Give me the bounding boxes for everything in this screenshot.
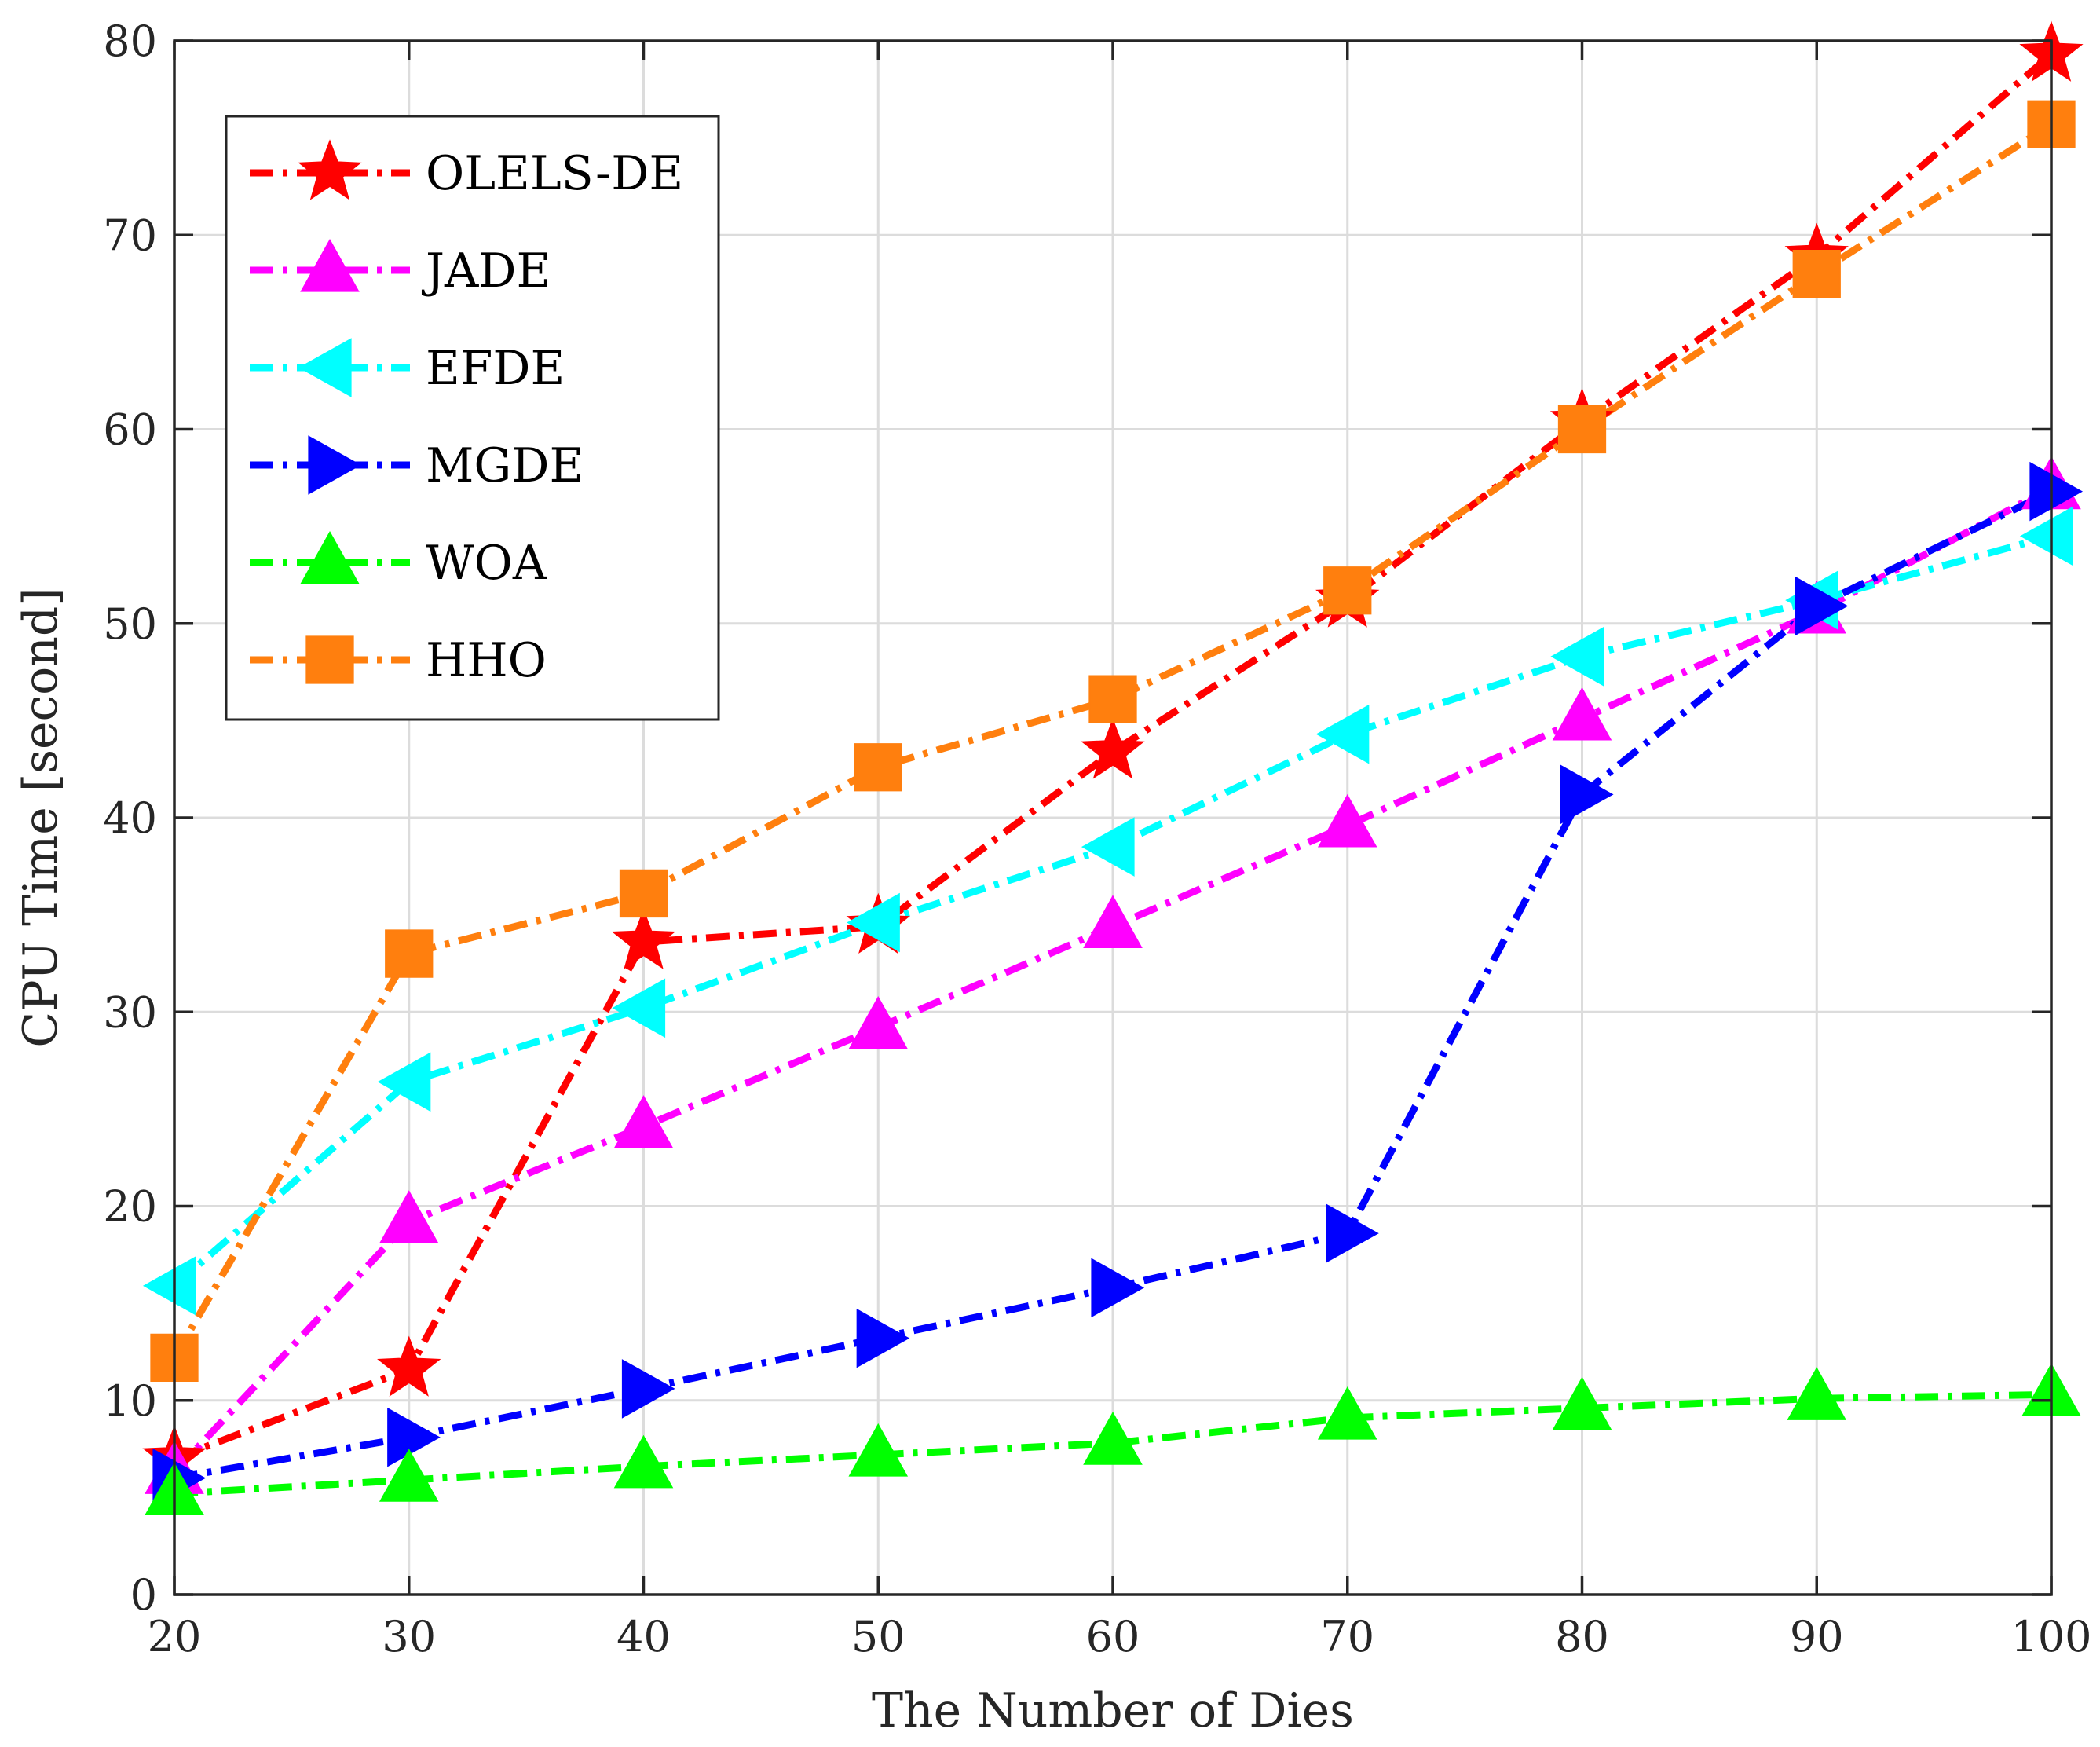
data-point-efde [1315,704,1370,764]
data-point-woa [379,1449,439,1502]
series-line-hho [171,121,2054,1360]
data-point-hho [1088,675,1137,723]
data-point-hho [1323,566,1372,615]
data-point-mgde [621,1359,675,1419]
legend-box [225,115,720,721]
data-point-hho [854,743,902,792]
legend-marker-efde [298,338,352,397]
y-tick-label: 30 [103,987,157,1037]
data-point-efde [377,1052,431,1112]
series-line-woa [174,1390,2052,1497]
x-tick-label: 40 [616,1612,671,1661]
data-point-jade [848,995,909,1049]
legend-label-mgde: MGDE [426,438,584,493]
y-tick-label: 70 [103,211,157,260]
data-point-olels-de [611,908,676,969]
x-tick-label: 50 [851,1612,905,1661]
data-point-efde [2019,506,2073,566]
data-point-hho [1792,250,1841,298]
data-point-efde [847,892,900,953]
y-tick-label: 10 [103,1376,157,1426]
data-point-woa [613,1434,674,1489]
data-point-hho [619,869,668,918]
legend-marker-olels-de [298,139,362,200]
y-tick-label: 60 [103,405,157,455]
legend-marker-jade [300,238,360,292]
data-point-jade [1552,687,1612,741]
legend-label-hho: HHO [426,633,547,688]
x-tick-label: 80 [1555,1612,1609,1661]
data-point-mgde [1560,764,1614,825]
x-tick-label: 30 [382,1612,436,1661]
x-tick-label: 100 [2010,1612,2091,1661]
x-tick-label: 90 [1790,1612,1844,1661]
ticks [173,39,2053,1596]
data-point-jade [1083,895,1143,949]
data-point-efde [612,978,666,1038]
data-point-mgde [1326,1203,1379,1263]
data-point-olels-de [377,1335,441,1397]
legend-label-jade: JADE [421,244,551,298]
tick-labels: 20 30 40 50 60 70 80 90 100 0 10 20 30 40 50 60 70 80 [103,16,2091,1661]
legend-label-efde: EFDE [426,341,565,396]
y-tick-label: 40 [103,793,157,843]
y-axis-title: CPU Time [second] [13,588,68,1047]
data-point-woa [1317,1386,1377,1440]
data-point-mgde [2029,461,2084,522]
data-point-mgde [1795,576,1849,636]
data-point-hho [1557,405,1607,454]
data-point-mgde [387,1407,441,1467]
legend: OLELS-DE JADE EFDE MGDE WOA HHO [225,115,720,721]
grid [174,41,2051,1595]
data-point-jade [613,1095,674,1148]
legend-marker-hho [305,635,354,684]
legend-label-olels-de: OLELS-DE [426,146,683,201]
data-point-hho [385,929,434,978]
data-point-woa [1083,1412,1143,1465]
series-line-olels-de [173,51,2054,1463]
y-tick-label: 80 [103,16,157,66]
data-point-efde [142,1256,196,1316]
data-point-jade [1317,793,1377,848]
data-point-woa [1552,1376,1612,1430]
x-axis-title: The Number of Dies [872,1683,1354,1738]
x-tick-label: 60 [1086,1612,1140,1661]
legend-marker-mgde [308,435,362,495]
data-point-mgde [856,1308,910,1368]
y-tick-label: 50 [103,599,157,649]
y-tick-label: 0 [130,1570,157,1620]
data-point-efde [1081,817,1135,877]
x-tick-label: 20 [148,1612,202,1661]
legend-marker-woa [300,530,360,584]
data-point-efde [1550,626,1604,687]
legend-label-woa: WOA [426,536,547,591]
data-point-olels-de [1081,718,1145,779]
y-tick-label: 20 [103,1182,157,1232]
data-point-jade [379,1190,439,1243]
data-point-woa [848,1423,909,1477]
data-point-mgde [1091,1258,1145,1318]
x-tick-label: 70 [1320,1612,1374,1661]
data-point-woa [1787,1367,1847,1420]
